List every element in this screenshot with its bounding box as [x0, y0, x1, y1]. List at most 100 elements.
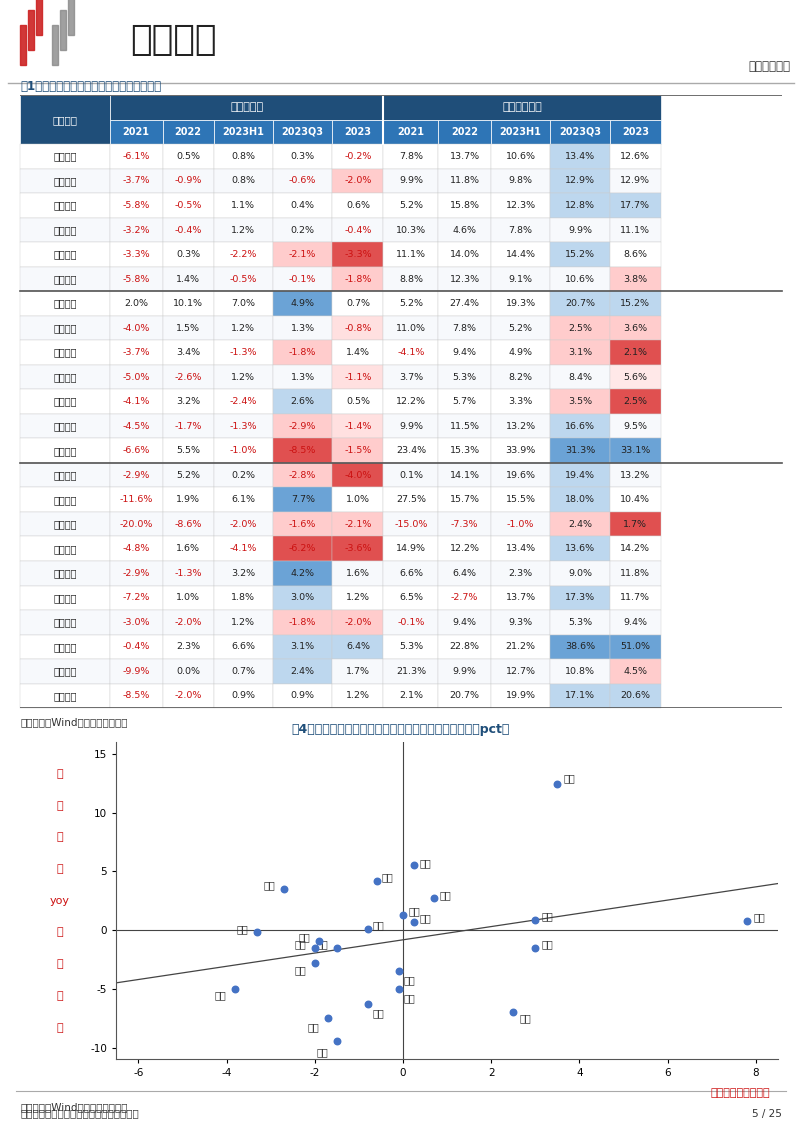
Bar [20, 144, 110, 169]
Text: 1.0%: 1.0% [346, 495, 370, 504]
Text: -4.1%: -4.1% [397, 348, 424, 357]
Bar [110, 659, 163, 683]
Text: 1.7%: 1.7% [623, 520, 647, 529]
Bar [213, 414, 273, 438]
Text: 银行名称: 银行名称 [52, 114, 78, 125]
Bar [163, 266, 213, 291]
Text: 金融投资增速: 金融投资增速 [502, 102, 542, 112]
Bar [333, 340, 383, 365]
Text: 2021: 2021 [398, 127, 424, 137]
Text: 3.2%: 3.2% [231, 569, 255, 578]
Bar [491, 634, 550, 659]
Text: 青岛银行: 青岛银行 [53, 569, 77, 578]
Text: 渝农商行: 渝农商行 [53, 666, 77, 676]
Text: 15.2%: 15.2% [565, 250, 595, 259]
Text: -9.9%: -9.9% [123, 667, 150, 676]
Point [308, 954, 321, 972]
Text: 5.6%: 5.6% [623, 373, 647, 382]
Text: 20.7%: 20.7% [450, 691, 480, 700]
Bar [550, 463, 610, 487]
Bar [610, 120, 661, 144]
Text: -1.8%: -1.8% [344, 274, 371, 283]
Text: 无锡: 无锡 [294, 939, 306, 949]
Bar [163, 365, 213, 390]
Bar [491, 291, 550, 316]
Bar [110, 463, 163, 487]
Bar [491, 194, 550, 218]
Text: 2.3%: 2.3% [508, 569, 533, 578]
Text: -0.8%: -0.8% [344, 324, 371, 333]
Text: 0.8%: 0.8% [231, 177, 255, 186]
Bar [610, 683, 661, 708]
Text: 9.9%: 9.9% [452, 667, 476, 676]
Text: -20.0%: -20.0% [119, 520, 153, 529]
Bar [20, 365, 110, 390]
Bar [550, 438, 610, 463]
Text: -1.8%: -1.8% [289, 617, 317, 627]
Bar [273, 463, 333, 487]
Text: 0.9%: 0.9% [231, 691, 255, 700]
Text: 请务必参阅正文后面的信息披露和法律声明: 请务必参阅正文后面的信息披露和法律声明 [20, 1108, 139, 1118]
Text: 平安银行: 平安银行 [53, 397, 77, 407]
Bar [163, 634, 213, 659]
Text: 3.2%: 3.2% [176, 398, 200, 406]
Bar [213, 194, 273, 218]
Bar [333, 463, 383, 487]
Bar [439, 242, 491, 266]
Bar [273, 487, 333, 512]
Bar [333, 144, 383, 169]
Point [308, 938, 321, 956]
Text: 平安: 平安 [298, 932, 310, 943]
Bar [610, 390, 661, 414]
Text: 6.6%: 6.6% [399, 569, 423, 578]
Text: 9.4%: 9.4% [623, 617, 647, 627]
Text: -1.0%: -1.0% [507, 520, 534, 529]
Bar [273, 438, 333, 463]
Text: 19.9%: 19.9% [505, 691, 536, 700]
Bar [20, 683, 110, 708]
Bar [110, 242, 163, 266]
Text: 27.4%: 27.4% [450, 299, 480, 308]
Text: 10.8%: 10.8% [565, 667, 595, 676]
Bar [213, 144, 273, 169]
Text: -0.2%: -0.2% [344, 152, 371, 161]
Bar [439, 512, 491, 537]
Bar [439, 561, 491, 586]
Text: 13.7%: 13.7% [505, 594, 536, 603]
Bar [610, 194, 661, 218]
Point [251, 923, 264, 942]
Bar [333, 537, 383, 561]
Bar [383, 463, 439, 487]
Text: 宁波银行: 宁波银行 [53, 495, 77, 504]
Bar [273, 144, 333, 169]
Text: 兴业银行: 兴业银行 [53, 372, 77, 382]
Text: 31.3%: 31.3% [565, 446, 595, 455]
Bar [610, 218, 661, 242]
Bar [439, 438, 491, 463]
Text: -3.3%: -3.3% [344, 250, 372, 259]
Bar [383, 512, 439, 537]
Text: 9.9%: 9.9% [399, 421, 423, 431]
Text: -0.9%: -0.9% [174, 177, 202, 186]
Text: 15.5%: 15.5% [505, 495, 536, 504]
Text: -8.6%: -8.6% [174, 520, 202, 529]
Text: -2.0%: -2.0% [344, 177, 371, 186]
Text: 0.4%: 0.4% [290, 201, 314, 210]
Text: 11.1%: 11.1% [396, 250, 426, 259]
Bar [213, 683, 273, 708]
Bar [439, 169, 491, 194]
Text: 0.7%: 0.7% [346, 299, 370, 308]
Text: -1.5%: -1.5% [344, 446, 371, 455]
Bar [163, 438, 213, 463]
Bar [163, 537, 213, 561]
Bar [383, 561, 439, 586]
Bar [491, 537, 550, 561]
Bar [110, 316, 163, 340]
Text: 1.7%: 1.7% [346, 667, 370, 676]
Text: 3.0%: 3.0% [290, 594, 314, 603]
Text: 2023H1: 2023H1 [500, 127, 541, 137]
Bar [550, 291, 610, 316]
Text: 9.5%: 9.5% [623, 421, 647, 431]
Text: -2.8%: -2.8% [289, 470, 317, 479]
Bar [491, 438, 550, 463]
